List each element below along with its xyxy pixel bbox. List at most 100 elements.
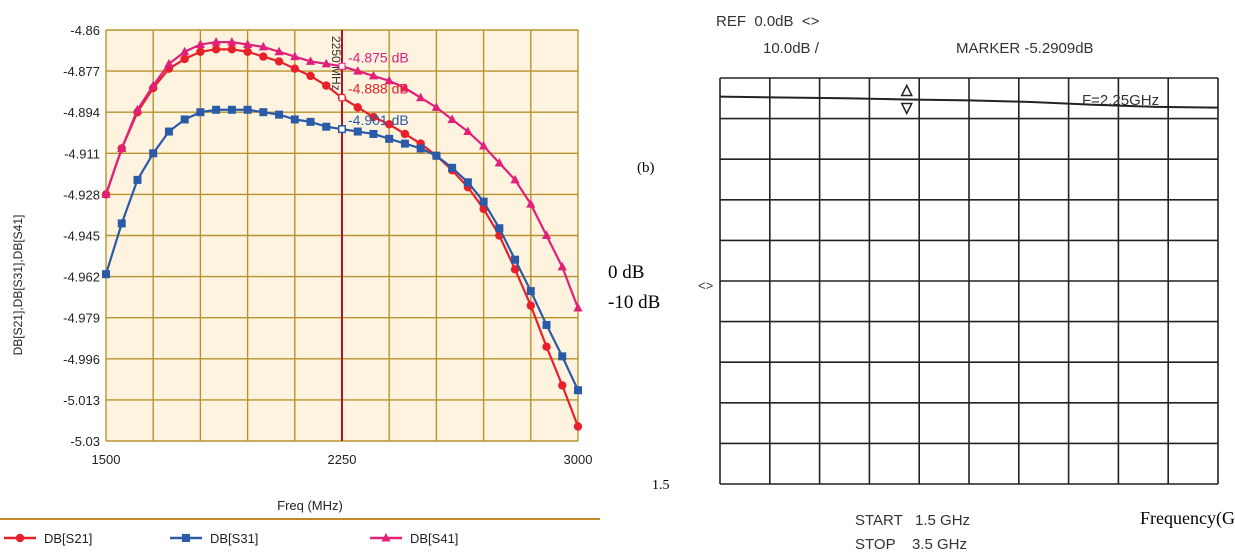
data-point <box>117 219 126 228</box>
ref-indicator: <> <box>698 278 713 293</box>
data-point <box>102 270 110 279</box>
data-point <box>542 320 551 329</box>
data-point <box>274 46 284 56</box>
data-point <box>526 287 535 296</box>
data-point <box>227 37 237 46</box>
data-point <box>400 129 410 139</box>
screen-grid <box>719 77 1219 485</box>
data-point <box>117 143 127 152</box>
data-point <box>305 56 316 65</box>
data-point <box>494 157 504 167</box>
level-0-label: 0 dB <box>608 262 645 283</box>
data-point <box>385 120 394 129</box>
data-point <box>447 114 457 123</box>
data-point <box>227 45 237 54</box>
data-point <box>369 129 378 138</box>
data-point <box>275 110 284 119</box>
x-start-label: 1.5 <box>652 478 670 493</box>
data-point <box>557 261 567 271</box>
data-point <box>573 303 583 312</box>
annotation-marker <box>338 125 346 133</box>
y-tick-label: -4.877 <box>63 64 100 79</box>
data-point <box>132 104 143 114</box>
y-axis-label: DB[S21],DB[S31],DB[S41] <box>11 215 25 356</box>
data-point <box>211 45 221 54</box>
scale-readout: 10.0dB / <box>763 40 820 57</box>
data-point <box>385 134 394 143</box>
data-point <box>274 57 284 66</box>
trace <box>719 83 1219 116</box>
legend-label: DB[S31] <box>210 531 258 546</box>
marker-freq-label: 2250 MHz <box>329 36 343 91</box>
data-point <box>133 175 142 184</box>
data-point <box>243 47 252 56</box>
y-tick-label: -4.928 <box>63 187 100 202</box>
annotation-label: -4.901 dB <box>348 112 409 128</box>
annotation-label: -4.888 dB <box>348 81 409 97</box>
legend-swatch-marker <box>182 534 190 542</box>
data-point <box>180 46 190 56</box>
annotation-marker <box>338 94 346 102</box>
legend-label: DB[S41] <box>410 531 458 546</box>
data-point <box>196 47 205 56</box>
legend: DB[S21] DB[S31] DB[S41] <box>4 531 458 546</box>
y-tick-label: -4.945 <box>63 229 100 244</box>
data-point <box>416 92 426 102</box>
data-point <box>574 386 582 395</box>
data-point <box>322 122 331 131</box>
data-point <box>322 81 331 90</box>
data-point <box>495 224 504 233</box>
trace-marker-bottom <box>900 102 913 116</box>
y-tick-label: -5.03 <box>70 434 100 449</box>
x-tick-label: 3000 <box>564 452 593 467</box>
data-point <box>558 352 567 361</box>
annotations: -4.875 dB -4.888 dB -4.901 dB <box>338 49 409 133</box>
data-point <box>479 197 488 206</box>
data-point <box>353 103 362 112</box>
data-point <box>290 64 299 73</box>
analyzer-screen: REF 0.0dB <> 10.0dB / MARKER -5.2909dB F… <box>698 13 1219 553</box>
legend-swatch-marker <box>15 533 25 543</box>
trace-marker-top <box>900 83 913 97</box>
legend-label: DB[S21] <box>44 531 92 546</box>
data-point <box>290 51 300 61</box>
data-point <box>164 127 173 136</box>
data-point <box>541 230 552 239</box>
trace-line <box>719 95 1219 109</box>
data-point <box>212 105 221 114</box>
data-point <box>196 108 205 117</box>
data-point <box>416 144 425 153</box>
start-readout: START 1.5 GHz <box>855 512 970 529</box>
legend-swatch-marker <box>381 533 391 542</box>
data-point <box>149 149 158 158</box>
y-tick-label: -4.979 <box>63 311 100 326</box>
data-point <box>353 66 363 75</box>
x-axis-label: Freq (MHz) <box>277 498 343 513</box>
y-tick-label: -4.996 <box>63 352 100 367</box>
data-point <box>290 115 299 124</box>
data-point <box>542 342 551 351</box>
data-point <box>258 41 268 51</box>
data-point <box>479 141 489 150</box>
data-point <box>211 37 221 46</box>
data-point <box>510 174 520 184</box>
data-point <box>180 54 189 64</box>
data-point <box>463 126 473 136</box>
data-point <box>384 75 394 85</box>
y-tick-label: -4.962 <box>63 270 100 285</box>
y-tick-label: -4.894 <box>63 105 100 120</box>
data-point <box>227 105 236 114</box>
stop-readout: STOP 3.5 GHz <box>855 536 967 553</box>
data-point <box>180 115 189 124</box>
level-minus10-label: -10 dB <box>608 292 661 313</box>
y-tick-labels: -4.86 -4.877 -4.894 -4.911 -4.928 -4.945 -4.96… <box>63 23 100 449</box>
data-point <box>321 58 331 68</box>
data-point <box>101 189 111 198</box>
data-point <box>368 70 379 80</box>
panel-label: (b) <box>637 160 655 176</box>
y-tick-label: -4.86 <box>70 23 100 38</box>
data-point <box>463 178 472 187</box>
y-tick-label: -5.013 <box>63 393 100 408</box>
data-point <box>306 71 315 81</box>
x-tick-label: 2250 <box>328 452 357 467</box>
